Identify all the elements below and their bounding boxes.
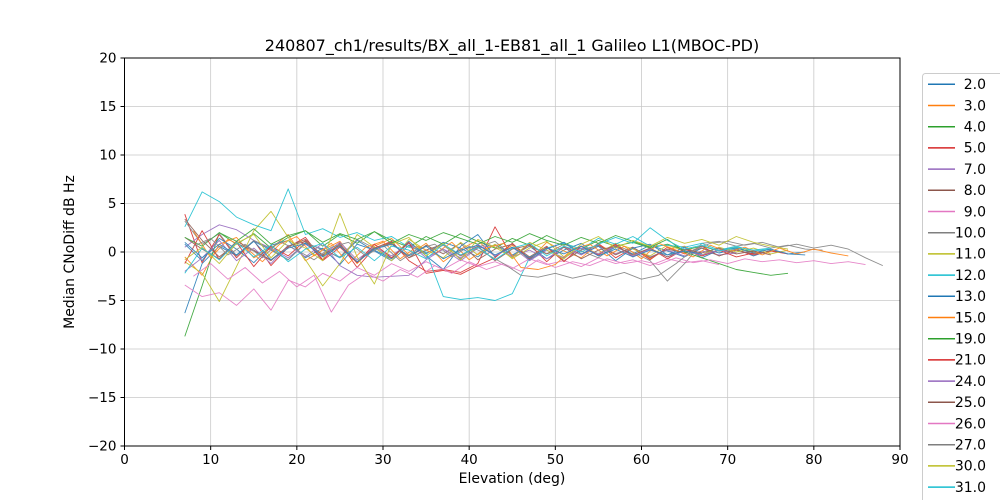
y-tick-label-20: 20 <box>99 51 116 67</box>
legend-box <box>922 73 1000 500</box>
legend-item-11.0: 11.0 <box>928 247 986 263</box>
legend-label-8.0: 8.0 <box>964 183 986 199</box>
x-tick-label-0: 0 <box>120 452 129 468</box>
legend-label-2.0: 2.0 <box>964 77 986 93</box>
x-tick-label-40: 40 <box>461 452 478 468</box>
series-line-3.0 <box>184 234 771 276</box>
series-line-10.0 <box>184 220 823 282</box>
y-tick-label--20: −20 <box>88 439 117 455</box>
legend-label-3.0: 3.0 <box>964 98 986 114</box>
legend-label-30.0: 30.0 <box>955 459 986 475</box>
legend-label-19.0: 19.0 <box>955 332 986 348</box>
legend-label-13.0: 13.0 <box>955 289 986 305</box>
y-tick-label-15: 15 <box>99 99 116 115</box>
series-line-19.0 <box>184 228 789 276</box>
y-tick-label--15: −15 <box>88 390 117 406</box>
y-tick-label-0: 0 <box>108 245 117 261</box>
y-tick-label--5: −5 <box>97 293 117 309</box>
x-tick-label-90: 90 <box>891 452 908 468</box>
legend-label-12.0: 12.0 <box>955 268 986 284</box>
series-line-9.0 <box>184 257 720 311</box>
legend-item-8.0: 8.0 <box>928 183 986 199</box>
legend-item-19.0: 19.0 <box>928 332 986 348</box>
legend-label-21.0: 21.0 <box>955 353 986 369</box>
x-tick-label-50: 50 <box>547 452 564 468</box>
legend-item-31.0: 31.0 <box>928 480 986 496</box>
legend-label-10.0: 10.0 <box>955 226 986 242</box>
x-tick-label-70: 70 <box>719 452 736 468</box>
legend-item-26.0: 26.0 <box>928 416 986 432</box>
series-group <box>184 188 883 337</box>
x-axis-label: Elevation (deg) <box>459 471 566 487</box>
series-line-12.0 <box>184 188 771 301</box>
legend-label-9.0: 9.0 <box>964 204 986 220</box>
x-tick-label-10: 10 <box>202 452 219 468</box>
legend-label-27.0: 27.0 <box>955 438 986 454</box>
legend-item-2.0: 2.0 <box>928 77 986 93</box>
series-line-25.0 <box>184 218 771 263</box>
y-axis-label: Median CNoDiff dB Hz <box>62 175 78 329</box>
chart-title: 240807_ch1/results/BX_all_1-EB81_all_1 G… <box>265 36 759 56</box>
legend-item-12.0: 12.0 <box>928 268 986 284</box>
y-tick-label-5: 5 <box>108 196 117 212</box>
legend-item-7.0: 7.0 <box>928 162 986 178</box>
legend-item-30.0: 30.0 <box>928 459 986 475</box>
series-line-26.0 <box>193 257 866 313</box>
legend-label-31.0: 31.0 <box>955 480 986 496</box>
series-line-24.0 <box>184 239 737 278</box>
legend-item-5.0: 5.0 <box>928 141 986 157</box>
series-line-31.0 <box>184 227 771 274</box>
legend-item-27.0: 27.0 <box>928 438 986 454</box>
legend-item-15.0: 15.0 <box>928 310 986 326</box>
series-line-33.0 <box>184 240 702 263</box>
legend-item-21.0: 21.0 <box>928 353 986 369</box>
x-tick-label-20: 20 <box>288 452 305 468</box>
legend-item-4.0: 4.0 <box>928 120 986 136</box>
legend-label-26.0: 26.0 <box>955 416 986 432</box>
legend-item-10.0: 10.0 <box>928 226 986 242</box>
series-line-30.0 <box>184 212 789 285</box>
legend-item-3.0: 3.0 <box>928 98 986 114</box>
legend-item-13.0: 13.0 <box>928 289 986 305</box>
legend-label-24.0: 24.0 <box>955 374 986 390</box>
x-tick-label-60: 60 <box>633 452 650 468</box>
x-tick-label-80: 80 <box>805 452 822 468</box>
legend: 2.0 3.0 4.0 5.0 7.0 8.0 9.0 10.0 11.0 12.0 13.0 15.… <box>922 73 1000 500</box>
y-tick-label-10: 10 <box>99 148 116 164</box>
legend-label-7.0: 7.0 <box>964 162 986 178</box>
legend-label-11.0: 11.0 <box>955 247 986 263</box>
legend-label-5.0: 5.0 <box>964 141 986 157</box>
x-tick-label-30: 30 <box>374 452 391 468</box>
legend-item-25.0: 25.0 <box>928 395 986 411</box>
legend-item-9.0: 9.0 <box>928 204 986 220</box>
legend-label-15.0: 15.0 <box>955 310 986 326</box>
series-line-27.0 <box>193 237 883 280</box>
legend-label-25.0: 25.0 <box>955 395 986 411</box>
y-tick-label--10: −10 <box>88 342 117 358</box>
legend-item-24.0: 24.0 <box>928 374 986 390</box>
legend-label-4.0: 4.0 <box>964 120 986 136</box>
